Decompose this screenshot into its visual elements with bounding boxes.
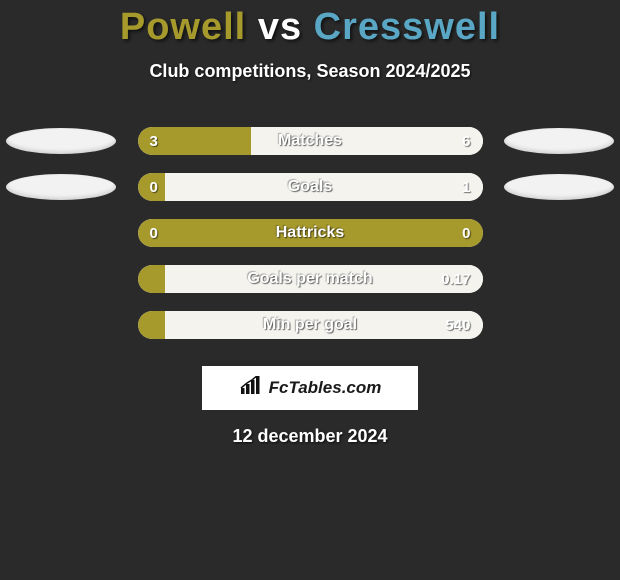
stat-label: Hattricks (138, 219, 483, 247)
stat-label: Goals per match (138, 265, 483, 293)
stat-row: 01Goals (0, 164, 620, 210)
stat-bar: 01Goals (138, 173, 483, 201)
stat-row: 540Min per goal (0, 302, 620, 348)
stat-row: 36Matches (0, 118, 620, 164)
stat-row: 00Hattricks (0, 210, 620, 256)
stats-container: 36Matches 01Goals 00Hattricks 0.17Goals per… (0, 118, 620, 348)
player1-marker (6, 128, 116, 154)
player1-marker (6, 174, 116, 200)
vs-label: vs (258, 6, 302, 48)
stat-label: Goals (138, 173, 483, 201)
player2-marker (504, 128, 614, 154)
chart-icon (239, 376, 263, 401)
player1-name: Powell (120, 6, 246, 48)
player2-marker (504, 174, 614, 200)
player2-name: Cresswell (314, 6, 500, 48)
brand-box: FcTables.com (202, 366, 418, 410)
stat-bar: 540Min per goal (138, 311, 483, 339)
stat-row: 0.17Goals per match (0, 256, 620, 302)
stat-bar: 0.17Goals per match (138, 265, 483, 293)
snapshot-date: 12 december 2024 (0, 426, 620, 447)
stat-bar: 36Matches (138, 127, 483, 155)
subtitle: Club competitions, Season 2024/2025 (0, 61, 620, 82)
brand-text: FcTables.com (269, 378, 382, 398)
stat-bar: 00Hattricks (138, 219, 483, 247)
page-title: Powell vs Cresswell (0, 0, 620, 49)
stat-label: Min per goal (138, 311, 483, 339)
stat-label: Matches (138, 127, 483, 155)
